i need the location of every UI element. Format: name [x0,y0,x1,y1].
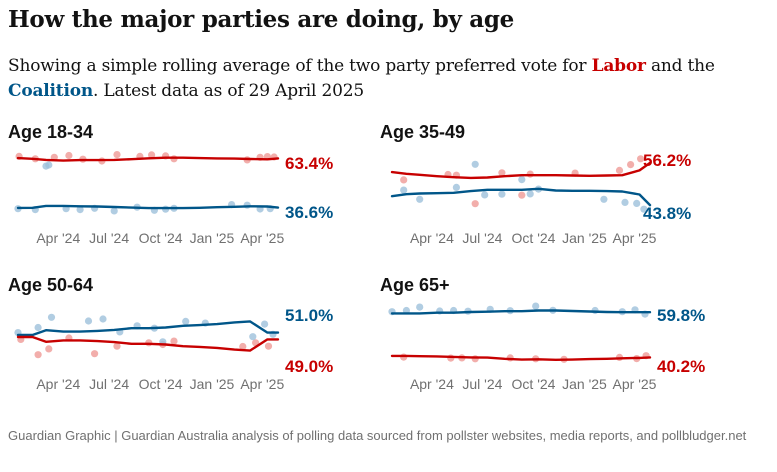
poll-dot-coalition-35-49 [416,195,424,203]
poll-dot-coalition-35-49 [633,199,641,207]
poll-dot-labor-50-64 [113,342,121,350]
poll-dot-labor-35-49 [471,200,479,208]
poll-dot-labor-50-64 [239,342,247,351]
poll-dot-coalition-18-34 [110,207,118,215]
x-tick-label-65-plus: Apr '25 [613,376,657,392]
panel-title-35-49: Age 35-49 [380,122,466,142]
x-tick-label-35-49: Apr '24 [410,230,454,246]
chart-title: How the major parties are doing, by age [8,6,514,33]
x-tick-label-35-49: Oct '24 [512,230,556,246]
poll-dot-labor-50-64 [91,350,99,358]
coalition-end-label-35-49: 43.8% [643,204,691,223]
poll-dot-coalition-50-64 [34,323,42,332]
coalition-end-label-50-64: 51.0% [285,306,333,325]
x-tick-label-50-64: Apr '24 [36,376,80,392]
subtitle-labor-word: Labor [591,56,646,76]
x-tick-label-18-34: Jul '24 [89,230,129,246]
x-tick-label-65-plus: Jul '24 [462,376,502,392]
poll-dot-coalition-35-49 [498,190,506,198]
labor-line-65-plus [390,354,652,361]
poll-dot-labor-50-64 [170,337,178,345]
poll-dot-labor-35-49 [400,176,408,184]
poll-dot-coalition-50-64 [47,313,56,321]
poll-dot-labor-50-64 [34,351,42,359]
poll-dot-labor-35-49 [637,155,645,163]
x-tick-label-35-49: Apr '25 [613,230,657,246]
poll-dot-labor-50-64 [45,345,53,353]
poll-dot-coalition-18-34 [45,161,53,169]
coalition-line-50-64 [16,320,280,337]
poll-dot-labor-35-49 [498,169,506,177]
poll-dot-coalition-50-64 [84,317,93,325]
labor-line-35-49 [390,161,652,180]
x-tick-label-35-49: Jan '25 [562,230,607,246]
poll-dot-coalition-50-64 [261,320,269,328]
poll-dot-coalition-35-49 [640,205,648,213]
x-tick-label-18-34: Jan '25 [190,230,235,246]
poll-dot-coalition-50-64 [249,333,257,341]
x-tick-label-18-34: Oct '24 [139,230,183,246]
coalition-line-65-plus [390,309,652,315]
panel-title-18-34: Age 18-34 [8,122,94,142]
poll-dot-coalition-35-49 [471,160,479,168]
poll-dot-labor-18-34 [148,151,156,159]
poll-dot-labor-35-49 [615,166,624,174]
poll-dot-labor-18-34 [65,151,73,160]
chart-subtitle: Showing a simple rolling average of the … [8,54,768,104]
labor-end-label-50-64: 49.0% [285,357,333,376]
poll-dot-labor-35-49 [627,161,635,169]
x-tick-label-50-64: Jan '25 [190,376,235,392]
subtitle-text-start: Showing a simple rolling average of the … [8,56,592,76]
poll-dot-labor-18-34 [113,151,121,159]
coalition-end-label-65-plus: 59.8% [657,306,705,325]
x-tick-label-18-34: Apr '24 [36,230,80,246]
poll-dot-coalition-65-plus [416,303,424,311]
poll-dot-coalition-65-plus [532,302,540,310]
poll-dot-coalition-50-64 [182,317,190,325]
footer-source: Guardian Graphic | Guardian Australia an… [8,428,747,443]
poll-dot-labor-50-64 [264,342,273,350]
poll-dot-coalition-18-34 [76,206,84,214]
x-tick-label-50-64: Oct '24 [139,376,183,392]
coalition-line-35-49 [390,187,652,207]
x-tick-label-65-plus: Apr '24 [410,376,454,392]
subtitle-text-middle: and the [645,56,715,76]
labor-end-label-35-49: 56.2% [643,151,691,170]
panel-title-50-64: Age 50-64 [8,275,94,295]
labor-line-18-34 [16,156,280,162]
subtitle-coalition-word: Coalition [8,81,94,101]
poll-dot-coalition-35-49 [481,191,489,199]
poll-dot-coalition-50-64 [99,315,107,323]
labor-end-label-18-34: 63.4% [285,154,333,173]
x-tick-label-18-34: Apr '25 [240,230,284,246]
poll-dot-labor-35-49 [518,191,526,199]
x-tick-label-50-64: Jul '24 [89,376,129,392]
coalition-end-label-18-34: 36.6% [285,203,333,222]
subtitle-text-end: . Latest data as of 29 April 2025 [93,81,364,101]
labor-line-50-64 [16,335,280,352]
poll-dot-coalition-35-49 [600,195,608,203]
poll-dot-coalition-35-49 [518,176,526,184]
x-tick-label-50-64: Apr '25 [240,376,284,392]
poll-dot-coalition-35-49 [400,186,408,194]
poll-dot-coalition-35-49 [452,183,460,191]
x-tick-label-65-plus: Jan '25 [562,376,607,392]
x-tick-label-65-plus: Oct '24 [512,376,556,392]
coalition-line-18-34 [16,204,280,210]
labor-end-label-65-plus: 40.2% [657,357,705,376]
poll-dot-coalition-35-49 [621,198,629,206]
poll-dot-coalition-35-49 [526,190,534,198]
x-tick-label-35-49: Jul '24 [462,230,502,246]
panel-title-65-plus: Age 65+ [380,275,450,295]
